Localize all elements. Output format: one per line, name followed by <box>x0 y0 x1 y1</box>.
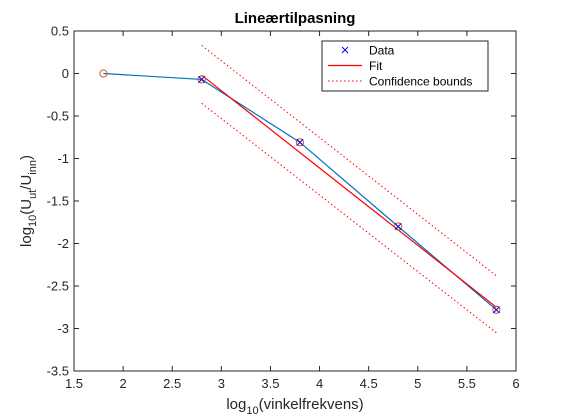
y-tick-label: -3.5 <box>47 364 69 379</box>
data-point <box>492 306 500 314</box>
legend-swatch-data <box>341 46 349 54</box>
chart-title: Lineærtilpasning <box>235 10 356 27</box>
legend-label: Data <box>369 44 395 58</box>
data-marker-stroke <box>492 306 500 314</box>
x-tick-label: 5 <box>414 376 421 391</box>
legend-item: Fit <box>328 59 383 73</box>
x-tick-label: 4 <box>316 376 323 391</box>
legend-label: Confidence bounds <box>369 75 472 89</box>
x-axis-title: log10(vinkelfrekvens) <box>226 396 363 417</box>
x-tick-label: 1.5 <box>65 376 83 391</box>
data-line <box>103 72 497 311</box>
axes: 1.5 2 2.5 3 3.5 4 4.5 5 5.5 6 -3.5 -3 -2.5 -2 -1.5 -1 -0… <box>47 24 520 392</box>
y-tick-label: -1.5 <box>47 194 69 209</box>
circle-marker <box>492 305 501 314</box>
data-marker-stroke <box>296 138 304 146</box>
fit-line <box>201 74 497 308</box>
lower-confidence-bound <box>201 102 497 334</box>
circle-marker <box>394 222 403 231</box>
x-tick-label: 2 <box>119 376 126 391</box>
data-point <box>198 75 206 84</box>
y-tick-label: 0 <box>62 66 69 81</box>
data-point <box>296 138 304 146</box>
circle-marker <box>197 75 206 84</box>
plot-area <box>99 45 501 334</box>
x-tick-label: 3 <box>218 376 225 391</box>
y-axis-title: log10(Uut/Uinn) <box>18 155 39 247</box>
x-tick-label: 4.5 <box>360 376 378 391</box>
y-tick-label: -3 <box>57 321 69 336</box>
legend-item: Confidence bounds <box>328 75 472 89</box>
data-marker-stroke <box>394 222 402 231</box>
legend-item: Data <box>341 44 395 58</box>
data-point <box>394 222 402 231</box>
legend-label: Fit <box>369 59 383 73</box>
x-tick-label: 5.5 <box>458 376 476 391</box>
data-marker-stroke <box>198 75 206 84</box>
x-tick-label: 6 <box>512 376 519 391</box>
y-tick-label: -1 <box>57 151 69 166</box>
x-tick-label: 3.5 <box>261 376 279 391</box>
y-tick-label: -2 <box>57 236 69 251</box>
x-tick-label: 2.5 <box>163 376 181 391</box>
y-tick-label: -0.5 <box>47 109 69 124</box>
circle-marker <box>295 138 305 147</box>
y-tick-label: -2.5 <box>47 279 69 294</box>
circle-marker <box>99 69 108 78</box>
y-tick-label: 0.5 <box>51 24 69 39</box>
